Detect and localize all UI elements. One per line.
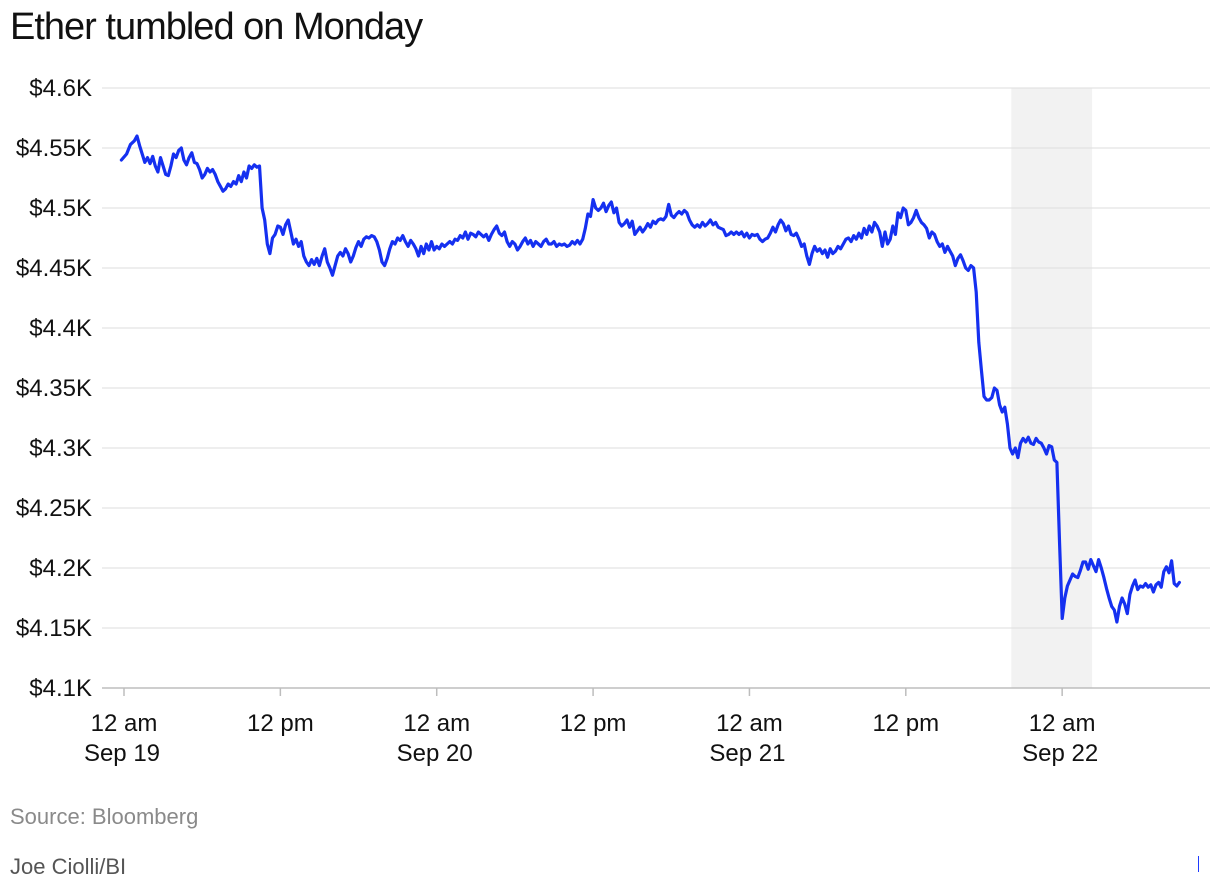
x-tick-label: 12 am	[716, 710, 783, 737]
x-tick-date-label: Sep 21	[709, 740, 785, 767]
x-axis-ticks: 12 am Sep 19 12 pm 12 am Sep 20 12 pm 12 am Sep…	[84, 688, 1098, 767]
y-tick-label: $4.2K	[29, 555, 92, 582]
credit-note: Joe Ciolli/BI	[10, 854, 127, 879]
gridlines-layer	[102, 87, 1210, 689]
y-tick-label: $4.15K	[16, 615, 92, 642]
y-tick-label: $4.55K	[16, 135, 92, 162]
x-tick-label: 12 pm	[560, 710, 627, 737]
y-tick-label: $4.3K	[29, 435, 92, 462]
y-tick-label: $4.4K	[29, 315, 92, 342]
y-tick-label: $4.1K	[29, 675, 92, 702]
y-tick-label: $4.5K	[29, 195, 92, 222]
y-tick-label: $4.25K	[16, 495, 92, 522]
chart-title: Ether tumbled on Monday	[10, 6, 423, 48]
line-chart: $4.6K $4.55K $4.5K $4.45K $4.4K $4.35K $4.3K $4…	[16, 75, 1210, 767]
x-tick-label: 12 pm	[872, 710, 939, 737]
price-line	[119, 134, 1181, 624]
x-tick-date-label: Sep 20	[397, 740, 473, 767]
corner-mark	[1198, 856, 1199, 872]
series-layer	[119, 134, 1181, 624]
x-tick-label: 12 am	[403, 710, 470, 737]
x-tick-label: 12 pm	[247, 710, 314, 737]
source-note: Source: Bloomberg	[10, 804, 199, 829]
x-tick-date-label: Sep 19	[84, 740, 160, 767]
x-tick-date-label: Sep 22	[1022, 740, 1098, 767]
x-tick-label: 12 am	[91, 710, 158, 737]
x-tick-label: 12 am	[1029, 710, 1096, 737]
y-tick-label: $4.35K	[16, 375, 92, 402]
y-tick-label: $4.45K	[16, 255, 92, 282]
y-tick-label: $4.6K	[29, 75, 92, 102]
y-axis-tick-labels: $4.6K $4.55K $4.5K $4.45K $4.4K $4.35K $4.3K $4…	[16, 75, 92, 702]
